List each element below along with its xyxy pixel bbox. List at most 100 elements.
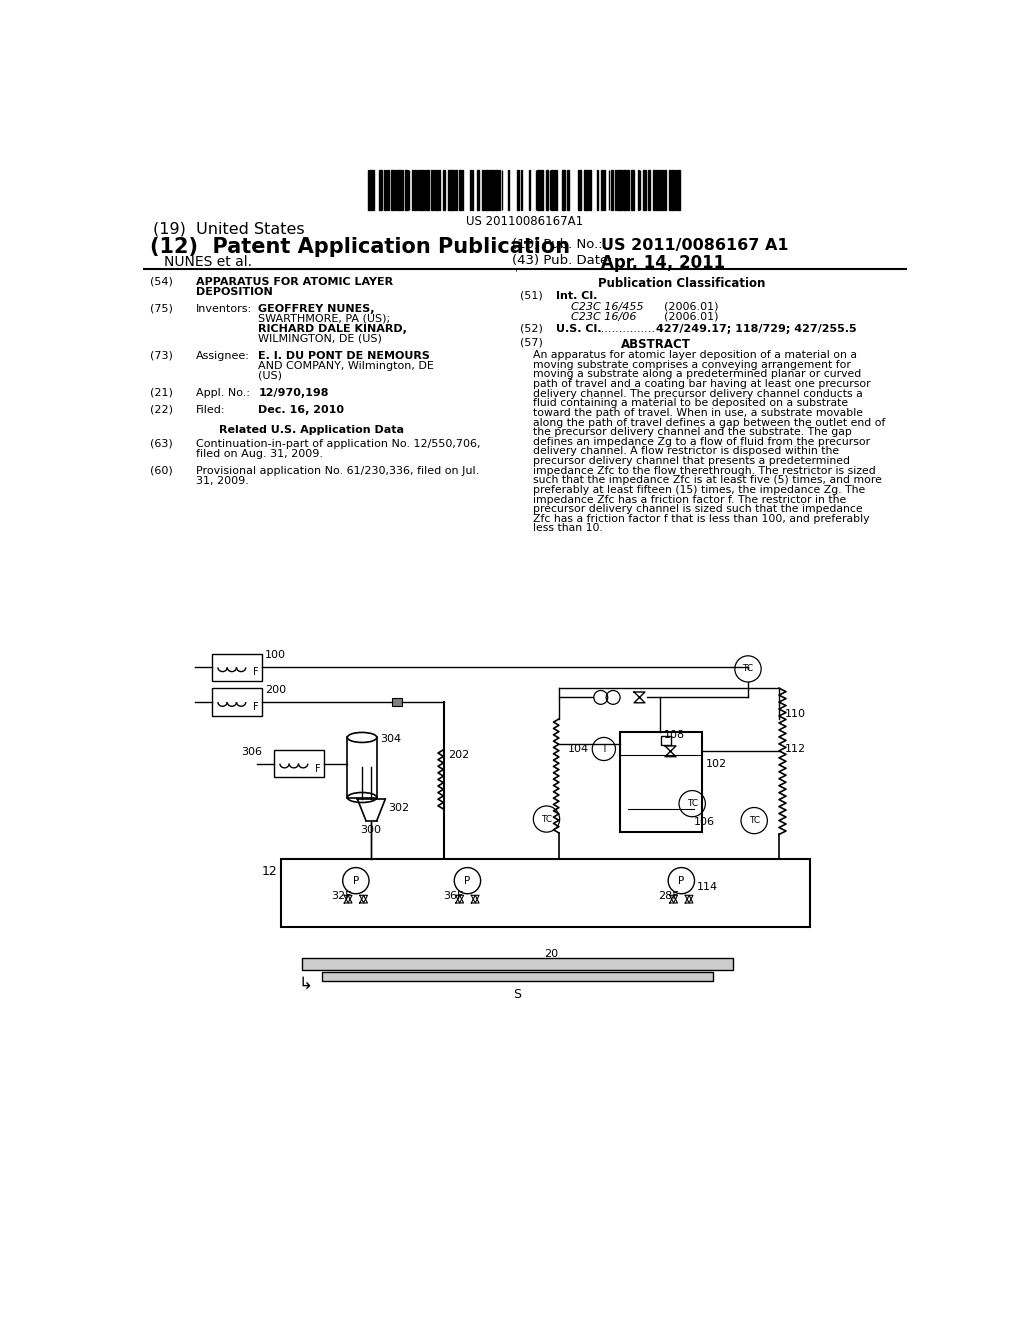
Text: 114: 114 <box>697 882 718 892</box>
Text: the precursor delivery channel and the substrate. The gap: the precursor delivery channel and the s… <box>532 428 851 437</box>
Bar <box>492 170 494 210</box>
Bar <box>603 170 604 210</box>
Text: path of travel and a coating bar having at least one precursor: path of travel and a coating bar having … <box>532 379 870 389</box>
Bar <box>658 170 660 210</box>
Bar <box>401 170 403 210</box>
Text: T: T <box>601 744 607 754</box>
Bar <box>442 170 445 210</box>
Text: (43) Pub. Date:: (43) Pub. Date: <box>512 253 613 267</box>
Text: RICHARD DALE KINARD,: RICHARD DALE KINARD, <box>258 323 408 334</box>
Bar <box>370 170 372 210</box>
Text: preferably at least fifteen (15) times, the impedance Zg. The: preferably at least fifteen (15) times, … <box>532 484 865 495</box>
Bar <box>662 737 671 744</box>
Text: impedance Zfc has a friction factor f. The restrictor in the: impedance Zfc has a friction factor f. T… <box>532 495 846 504</box>
Text: Related U.S. Application Data: Related U.S. Application Data <box>219 425 404 434</box>
Text: F: F <box>253 702 258 711</box>
Text: toward the path of travel. When in use, a substrate movable: toward the path of travel. When in use, … <box>532 408 862 418</box>
Text: 306: 306 <box>241 747 262 756</box>
Bar <box>643 170 646 210</box>
Bar <box>322 972 713 981</box>
Text: such that the impedance Zfc is at least five (5) times, and more: such that the impedance Zfc is at least … <box>532 475 882 486</box>
Bar <box>438 170 440 210</box>
Text: 32F: 32F <box>331 891 351 902</box>
Text: ↳: ↳ <box>299 974 312 993</box>
Text: (22): (22) <box>150 405 173 414</box>
Text: Continuation-in-part of application No. 12/550,706,: Continuation-in-part of application No. … <box>197 438 480 449</box>
Text: E. I. DU PONT DE NEMOURS: E. I. DU PONT DE NEMOURS <box>258 351 430 360</box>
Bar <box>302 958 732 970</box>
Ellipse shape <box>347 733 377 742</box>
Text: (2006.01): (2006.01) <box>664 302 718 312</box>
Bar <box>556 170 557 210</box>
Text: 112: 112 <box>785 743 806 754</box>
Bar <box>449 170 450 210</box>
Bar <box>391 170 394 210</box>
Text: 304: 304 <box>380 734 401 744</box>
Text: WILMINGTON, DE (US): WILMINGTON, DE (US) <box>258 334 382 345</box>
Bar <box>579 170 581 210</box>
Bar <box>589 170 591 210</box>
Text: (60): (60) <box>150 466 172 475</box>
Bar <box>662 170 663 210</box>
Text: (52): (52) <box>520 323 543 334</box>
Text: DEPOSITION: DEPOSITION <box>197 286 273 297</box>
Text: US 20110086167A1: US 20110086167A1 <box>466 215 584 227</box>
Text: (12)  Patent Application Publication: (12) Patent Application Publication <box>150 238 569 257</box>
Text: 36F: 36F <box>443 891 464 902</box>
Text: Apr. 14, 2011: Apr. 14, 2011 <box>601 253 725 272</box>
Text: (54): (54) <box>150 277 173 286</box>
Bar <box>426 170 429 210</box>
Text: 202: 202 <box>449 750 469 760</box>
Bar <box>436 170 438 210</box>
Bar <box>601 170 602 210</box>
Text: fluid containing a material to be deposited on a substrate: fluid containing a material to be deposi… <box>532 399 848 408</box>
Bar <box>397 170 400 210</box>
Bar <box>621 733 701 832</box>
Text: Filed:: Filed: <box>197 405 225 414</box>
Bar <box>391 698 402 706</box>
Bar <box>653 170 655 210</box>
Bar <box>517 170 518 210</box>
Text: 200: 200 <box>265 685 287 696</box>
Text: (73): (73) <box>150 351 173 360</box>
Bar <box>482 170 483 210</box>
Text: along the path of travel defines a gap between the outlet end of: along the path of travel defines a gap b… <box>532 417 885 428</box>
Bar <box>551 170 553 210</box>
Text: (US): (US) <box>258 371 283 381</box>
Text: Int. Cl.: Int. Cl. <box>556 290 597 301</box>
Bar <box>451 170 454 210</box>
Text: ................: ................ <box>598 323 655 334</box>
Text: C23C 16/455: C23C 16/455 <box>570 302 643 312</box>
Bar <box>665 170 666 210</box>
Text: F: F <box>314 764 321 774</box>
Text: Publication Classification: Publication Classification <box>598 277 765 290</box>
Bar <box>672 170 674 210</box>
Text: Zfc has a friction factor f that is less than 100, and preferably: Zfc has a friction factor f that is less… <box>532 513 869 524</box>
Bar <box>347 738 377 797</box>
Text: 31, 2009.: 31, 2009. <box>197 475 249 486</box>
Bar <box>455 170 458 210</box>
Text: S: S <box>513 989 521 1002</box>
Text: TC: TC <box>687 799 697 808</box>
Text: (2006.01): (2006.01) <box>664 312 718 322</box>
Bar <box>611 170 613 210</box>
Text: Appl. No.:: Appl. No.: <box>197 388 250 397</box>
Text: C23C 16/06: C23C 16/06 <box>570 312 636 322</box>
Text: Assignee:: Assignee: <box>197 351 250 360</box>
Bar <box>624 170 627 210</box>
Text: moving a substrate along a predetermined planar or curved: moving a substrate along a predetermined… <box>532 370 861 379</box>
Bar <box>546 170 548 210</box>
Text: 108: 108 <box>665 730 685 739</box>
Bar <box>617 170 618 210</box>
Text: 28F: 28F <box>658 891 679 902</box>
Text: AND COMPANY, Wilmington, DE: AND COMPANY, Wilmington, DE <box>258 360 434 371</box>
Bar <box>414 170 416 210</box>
Text: (10) Pub. No.:: (10) Pub. No.: <box>512 239 603 252</box>
Text: TC: TC <box>749 816 760 825</box>
Bar <box>420 170 423 210</box>
Bar <box>614 170 616 210</box>
Text: F: F <box>253 668 258 677</box>
Text: 20: 20 <box>544 949 558 960</box>
Text: delivery channel. A flow restrictor is disposed within the: delivery channel. A flow restrictor is d… <box>532 446 839 457</box>
Text: 110: 110 <box>785 709 806 719</box>
